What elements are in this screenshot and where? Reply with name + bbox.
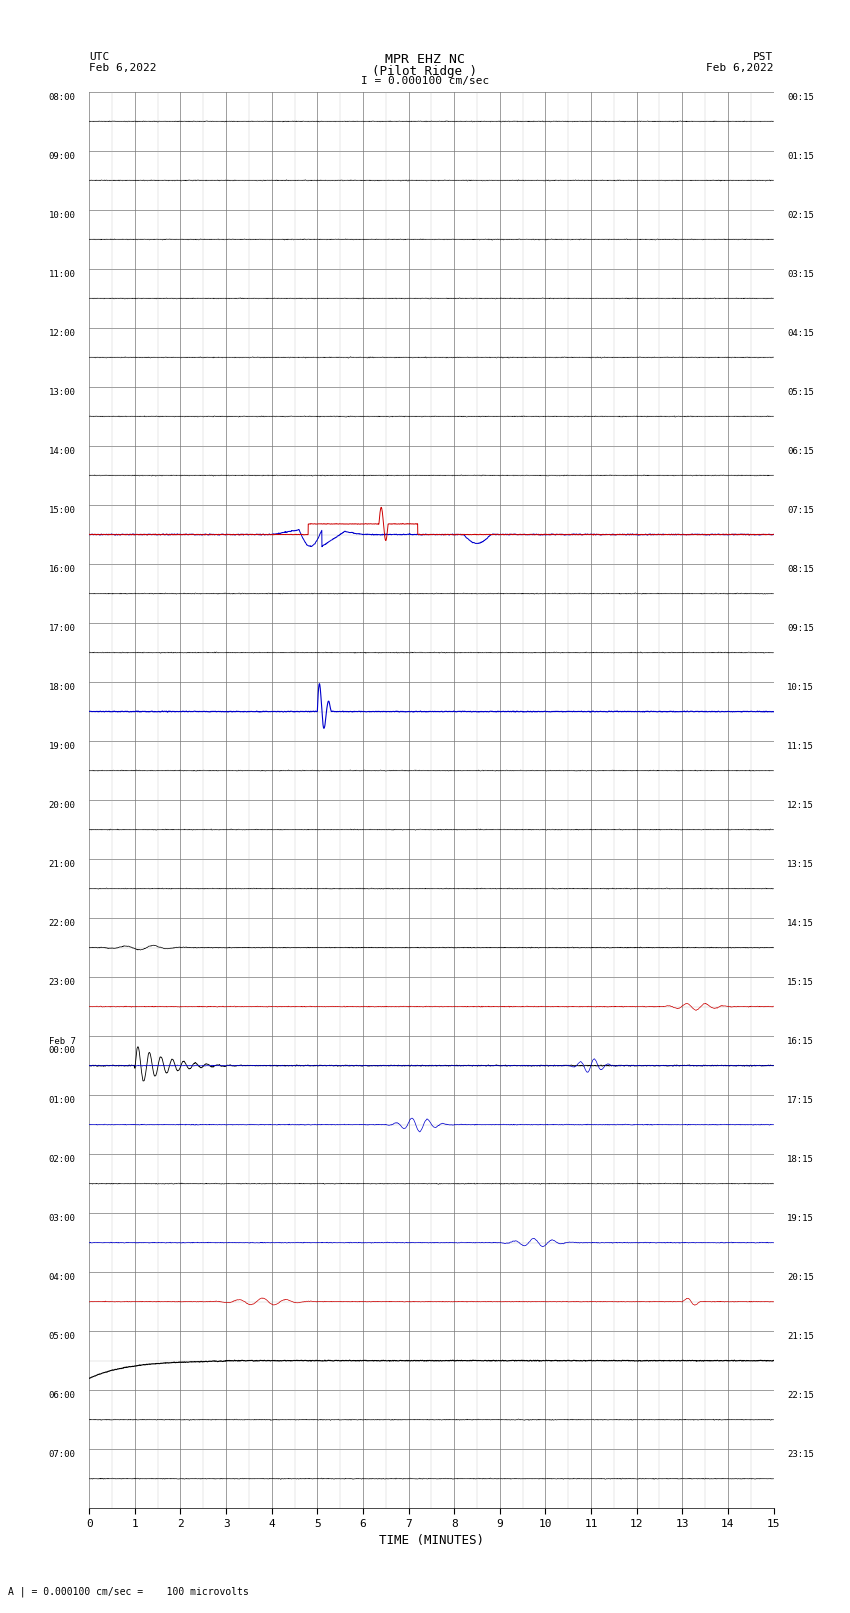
Text: Feb 6,2022: Feb 6,2022	[706, 63, 774, 73]
Text: Feb 6,2022: Feb 6,2022	[89, 63, 156, 73]
Text: 13:15: 13:15	[787, 860, 814, 869]
Text: 06:15: 06:15	[787, 447, 814, 456]
Text: 23:15: 23:15	[787, 1450, 814, 1460]
Text: 09:15: 09:15	[787, 624, 814, 634]
Text: 10:00: 10:00	[48, 211, 76, 219]
Text: 22:15: 22:15	[787, 1392, 814, 1400]
Text: 14:15: 14:15	[787, 919, 814, 927]
Text: (Pilot Ridge ): (Pilot Ridge )	[372, 65, 478, 77]
Text: 05:00: 05:00	[48, 1332, 76, 1342]
Text: 21:15: 21:15	[787, 1332, 814, 1342]
Text: 04:00: 04:00	[48, 1273, 76, 1282]
Text: 19:00: 19:00	[48, 742, 76, 752]
Text: 02:15: 02:15	[787, 211, 814, 219]
Text: 17:00: 17:00	[48, 624, 76, 634]
Text: 15:15: 15:15	[787, 977, 814, 987]
Text: 03:15: 03:15	[787, 269, 814, 279]
Text: 15:00: 15:00	[48, 506, 76, 515]
Text: 14:00: 14:00	[48, 447, 76, 456]
Text: 00:15: 00:15	[787, 94, 814, 102]
Text: 12:00: 12:00	[48, 329, 76, 339]
Text: 19:15: 19:15	[787, 1215, 814, 1223]
Text: 18:00: 18:00	[48, 684, 76, 692]
Text: UTC: UTC	[89, 52, 110, 61]
Text: 06:00: 06:00	[48, 1392, 76, 1400]
Text: 02:00: 02:00	[48, 1155, 76, 1165]
Text: 11:15: 11:15	[787, 742, 814, 752]
Text: A | = 0.000100 cm/sec =    100 microvolts: A | = 0.000100 cm/sec = 100 microvolts	[8, 1586, 249, 1597]
Text: 08:15: 08:15	[787, 565, 814, 574]
Text: 05:15: 05:15	[787, 389, 814, 397]
Text: 12:15: 12:15	[787, 802, 814, 810]
Text: 09:00: 09:00	[48, 152, 76, 161]
Text: 03:00: 03:00	[48, 1215, 76, 1223]
Text: 21:00: 21:00	[48, 860, 76, 869]
Text: PST: PST	[753, 52, 774, 61]
Text: Feb 7
00:00: Feb 7 00:00	[48, 1037, 76, 1055]
Text: 07:15: 07:15	[787, 506, 814, 515]
Text: 20:00: 20:00	[48, 802, 76, 810]
Text: I = 0.000100 cm/sec: I = 0.000100 cm/sec	[361, 76, 489, 85]
Text: 17:15: 17:15	[787, 1097, 814, 1105]
X-axis label: TIME (MINUTES): TIME (MINUTES)	[379, 1534, 484, 1547]
Text: 13:00: 13:00	[48, 389, 76, 397]
Text: 16:00: 16:00	[48, 565, 76, 574]
Text: 20:15: 20:15	[787, 1273, 814, 1282]
Text: 07:00: 07:00	[48, 1450, 76, 1460]
Text: 10:15: 10:15	[787, 684, 814, 692]
Text: MPR EHZ NC: MPR EHZ NC	[385, 53, 465, 66]
Text: 22:00: 22:00	[48, 919, 76, 927]
Text: 16:15: 16:15	[787, 1037, 814, 1047]
Text: 23:00: 23:00	[48, 977, 76, 987]
Text: 01:15: 01:15	[787, 152, 814, 161]
Text: 08:00: 08:00	[48, 94, 76, 102]
Text: 11:00: 11:00	[48, 269, 76, 279]
Text: 04:15: 04:15	[787, 329, 814, 339]
Text: 01:00: 01:00	[48, 1097, 76, 1105]
Text: 18:15: 18:15	[787, 1155, 814, 1165]
